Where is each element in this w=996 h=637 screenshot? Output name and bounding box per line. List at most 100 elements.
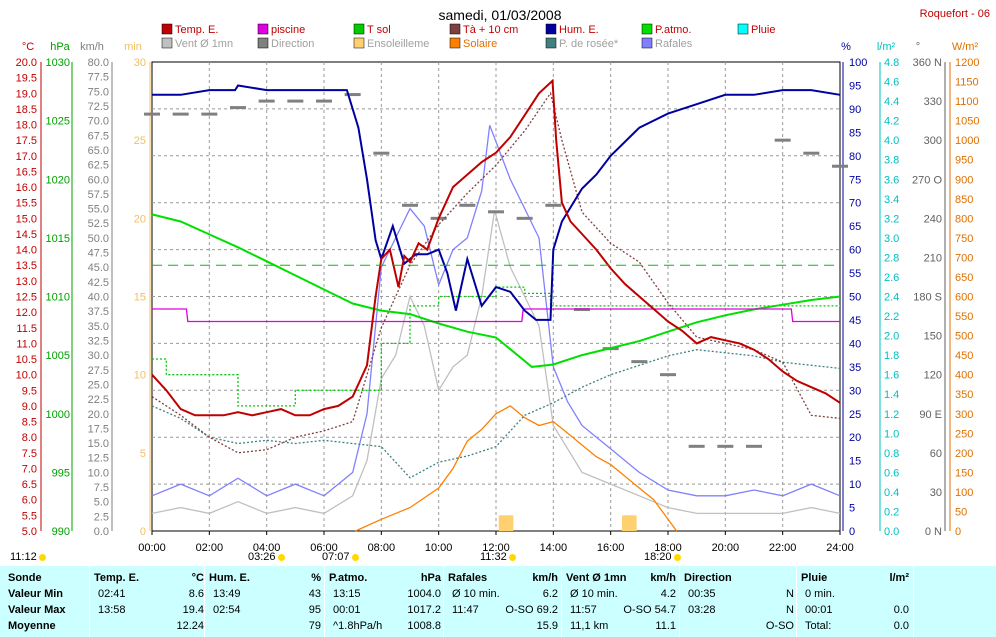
table-header: Vent Ø 1mn [566,572,627,584]
hum-axis-tick-label: 10 [849,479,861,491]
wind-axis-tick-label: 25.0 [88,379,109,391]
legend-swatch [161,37,173,49]
table-column-divider [89,566,90,637]
series-p-atmo- [151,213,841,368]
wind-axis-tick-label: 42.5 [88,277,109,289]
rain-axis-tick-label: 4.8 [884,57,899,69]
sunshine-bar [507,515,514,531]
rain-axis-tick-label: 2.0 [884,331,899,343]
wind-axis-tick-label: 47.5 [88,248,109,260]
minutes-axis-tick-label: 25 [134,135,146,147]
table-cell-value: O-SO 69.2 [505,604,558,616]
solar-axis-tick-label: 600 [955,292,973,304]
hum-axis-tick-label: 75 [849,174,861,186]
dir-axis-tick-label: 180 S [913,292,942,304]
direction-mark [545,203,562,207]
series-line [151,78,841,417]
sun-icon [277,553,285,561]
table-cell-time: 11:57 [570,604,597,616]
x-tick-label: 10:00 [425,542,453,554]
solar-axis-tick-label: 1050 [955,116,979,128]
sun-icon [38,553,46,561]
weather-chart: samedi, 01/03/2008 Roquefort - 06 Temp. … [16,7,990,554]
rain-axis-tick-label: 1.2 [884,409,899,421]
series-direction [144,93,848,448]
axis-unit-label: hPa [50,41,70,53]
hum-axis-tick-label: 20 [849,432,861,444]
temp-axis-tick-label: 12.0 [16,307,37,319]
hum-axis-tick-label: 40 [849,338,861,350]
table-cell-value: O-SO [765,620,794,632]
solar-axis-tick-label: 750 [955,233,973,245]
legend-label: Direction [271,38,314,50]
legend-swatch [353,37,365,49]
table-header-unit: °C [191,572,204,584]
solar-axis-tick-label: 450 [955,350,973,362]
solar-axis-tick-label: 700 [955,252,973,264]
press-axis-tick-label: 1020 [46,174,70,186]
table-cell-time: 13:15 [333,588,361,600]
rain-axis-tick-label: 2.2 [884,311,899,323]
solar-axis-tick-label: 400 [955,370,973,382]
row-label: Moyenne [8,620,56,632]
wind-axis-tick-label: 75.0 [88,86,109,98]
table-cell-time: 02:54 [213,604,241,616]
table-column-divider [796,566,797,637]
temp-axis-tick-label: 18.5 [16,104,37,116]
table-cell-time: 00:35 [688,588,716,600]
temp-axis-tick-label: 14.5 [16,229,37,241]
solar-axis-tick-label: 800 [955,213,973,225]
solar-axis-tick-label: 650 [955,272,973,284]
minutes-axis-tick-label: 30 [134,57,146,69]
press-axis-tick-label: 1005 [46,350,70,362]
rain-axis-tick-label: 0.0 [884,526,899,538]
series-piscine [152,308,840,323]
sunshine-bar [630,515,637,531]
direction-mark [373,151,390,155]
temp-axis-tick-label: 14.0 [16,245,37,257]
hum-axis-tick-label: 90 [849,104,861,116]
table-cell-time: 11:47 [452,604,479,616]
table-cell-time: 13:58 [98,604,126,616]
rain-axis-tick-label: 1.8 [884,350,899,362]
table-cell-time: 13:49 [213,588,241,600]
direction-mark [717,444,734,448]
table-cell-value: N [786,588,794,600]
hum-axis-tick-label: 30 [849,385,861,397]
legend-label: Solaire [463,38,497,50]
table-cell-time: ^1.8hPa/h [333,620,383,632]
x-axis: 00:00 02:00 04:00 06:00 08:00 10:00 12:00 14:00… [138,531,854,554]
series-line [151,125,841,497]
rain-axis-tick-label: 2.4 [884,292,899,304]
table-header: Rafales [448,572,488,584]
legend-swatch [257,23,269,35]
axis-unit-label: °C [22,41,34,53]
wind-axis-tick-label: 30.0 [88,350,109,362]
axis-unit-label: l/m² [877,41,896,53]
series-line [151,349,841,479]
direction-mark [459,203,476,207]
solar-axis-tick-label: 900 [955,174,973,186]
direction-mark [316,99,332,103]
sun-event-time: 11:12 [10,551,37,563]
series-solaire [355,405,678,532]
minutes-axis-tick-label: 0 [140,526,146,538]
legend-swatch [641,23,653,35]
temp-axis-tick-label: 5.5 [22,510,37,522]
table-cell-value: 4.2 [660,588,676,600]
rain-axis-tick-label: 1.4 [884,389,899,401]
temp-axis-tick-label: 10.5 [16,354,37,366]
sun-event-time: 18:20 [644,551,672,563]
legend-swatch [545,23,557,35]
direction-mark [803,151,820,155]
rain-axis-tick-label: 0.8 [884,448,899,460]
rain-axis-tick-label: 1.6 [884,370,899,382]
solar-axis-tick-label: 100 [955,487,973,499]
temp-axis-tick-label: 19.0 [16,88,37,100]
direction-mark [488,210,504,214]
temp-axis-tick-label: 13.0 [16,276,37,288]
press-axis-tick-label: 1015 [46,233,70,245]
table-header-unit: hPa [420,572,441,584]
direction-mark [402,203,418,207]
table-header: Direction [684,572,732,584]
